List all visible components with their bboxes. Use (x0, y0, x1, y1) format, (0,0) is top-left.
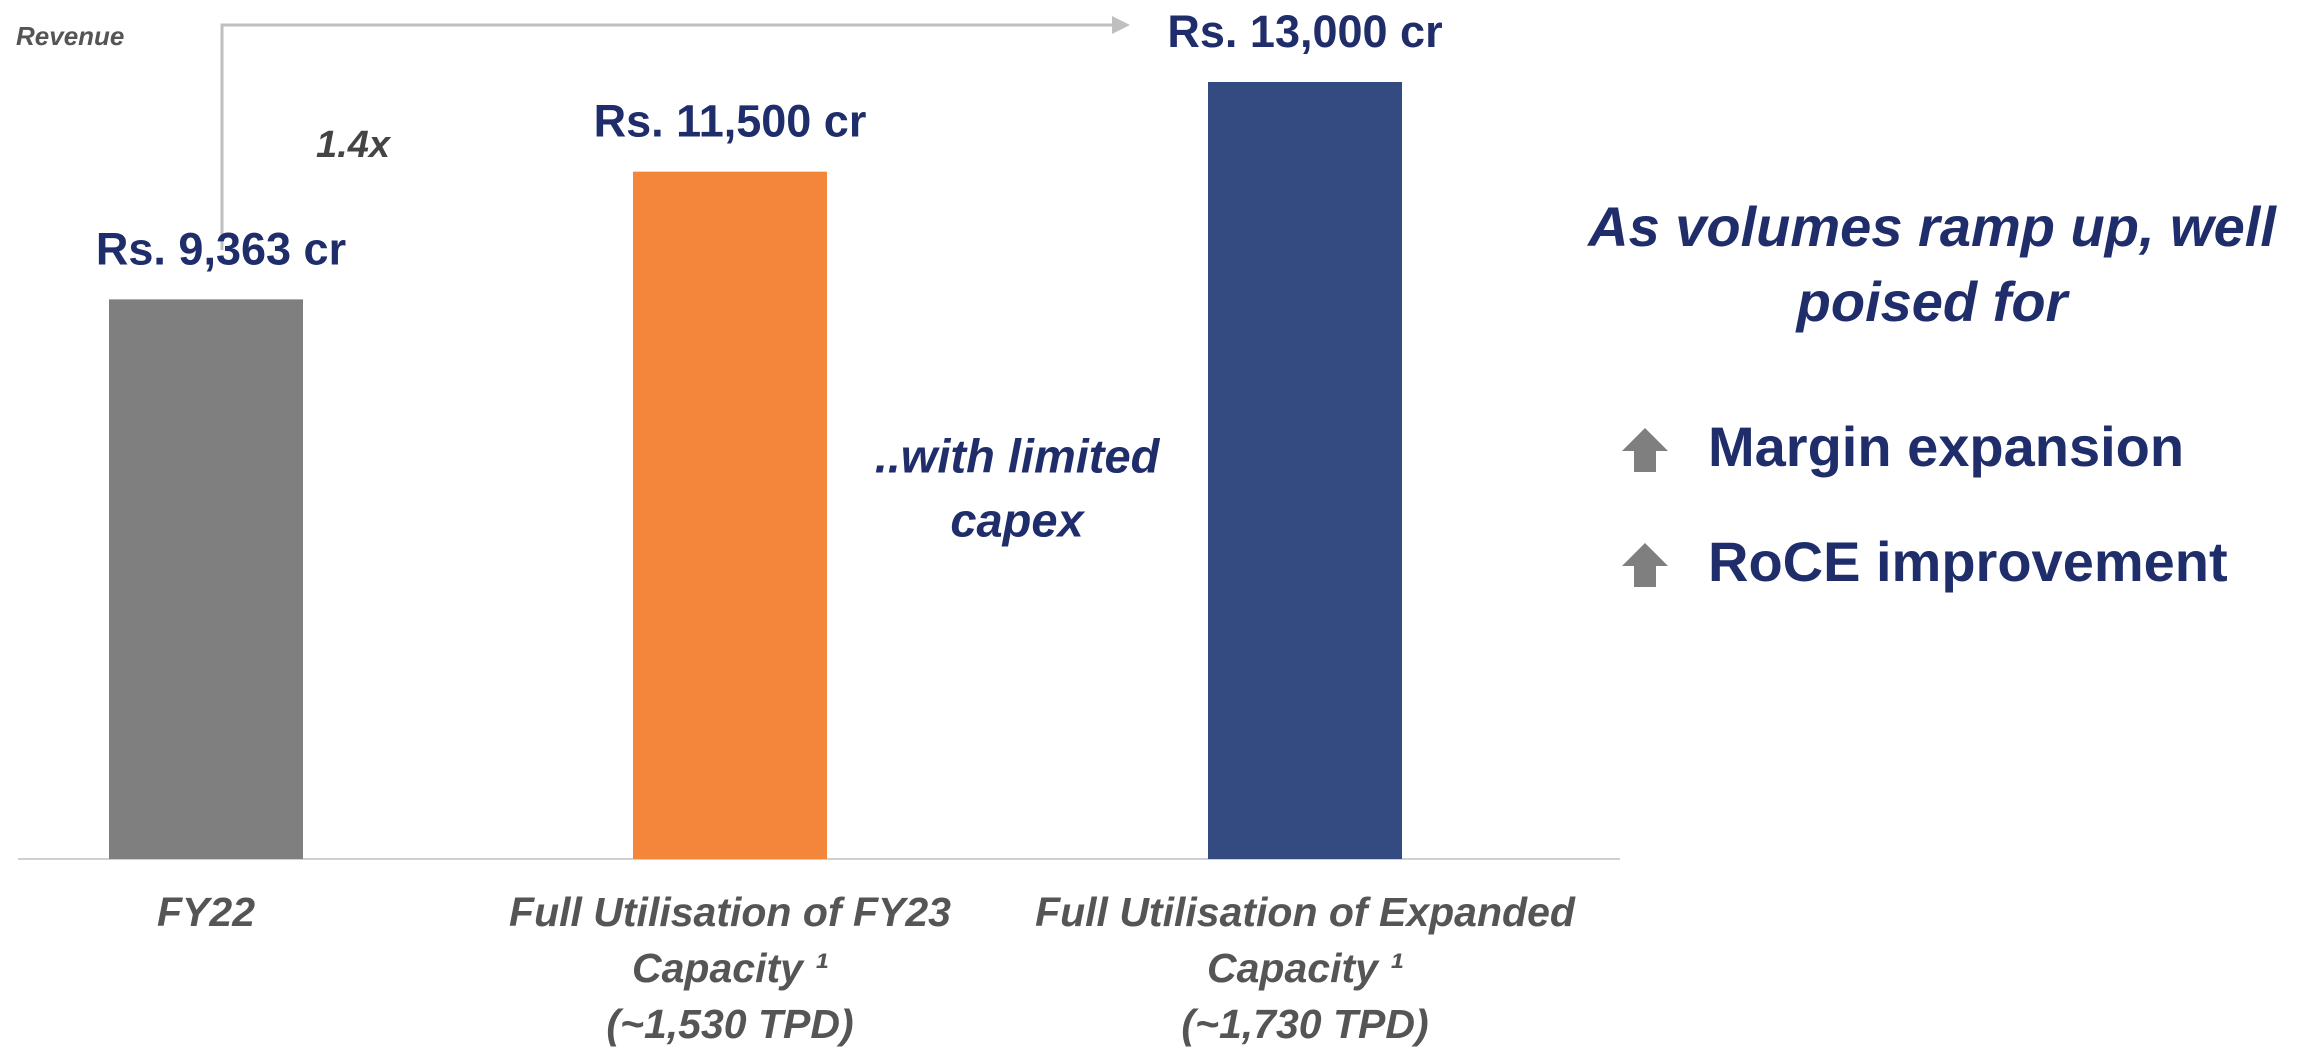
bar (109, 299, 303, 859)
x-tick-label: (~1,730 TPD) (1181, 1001, 1428, 1047)
bullet: RoCE improvement (1708, 530, 2228, 593)
note: ..with limited (875, 429, 1161, 482)
note: capex (950, 493, 1085, 546)
bar (1208, 82, 1402, 859)
value-label: Rs. 9,363 cr (96, 223, 346, 274)
x-tick-label: Capacity ¹ (1207, 945, 1403, 991)
side-heading: As volumes ramp up, well (1586, 195, 2277, 258)
growth-label: 1.4x (316, 124, 392, 166)
bullet: Margin expansion (1708, 415, 2184, 478)
value-label: Rs. 13,000 cr (1167, 6, 1442, 57)
axis-label: Revenue (16, 21, 124, 51)
up-icon (1622, 428, 1668, 472)
x-tick-label: FY22 (157, 889, 255, 935)
bar (633, 171, 827, 860)
x-tick-label: Full Utilisation of FY23 (509, 889, 951, 935)
x-tick-label: Full Utilisation of Expanded (1035, 889, 1576, 935)
value-label: Rs. 11,500 cr (594, 96, 867, 147)
x-tick-label: Capacity ¹ (632, 945, 828, 991)
growth-arrow (220, 23, 1118, 250)
side-heading: poised for (1795, 270, 2071, 333)
arrow-head (1112, 16, 1130, 34)
up-icon (1622, 543, 1668, 587)
x-tick-label: (~1,530 TPD) (606, 1001, 853, 1047)
